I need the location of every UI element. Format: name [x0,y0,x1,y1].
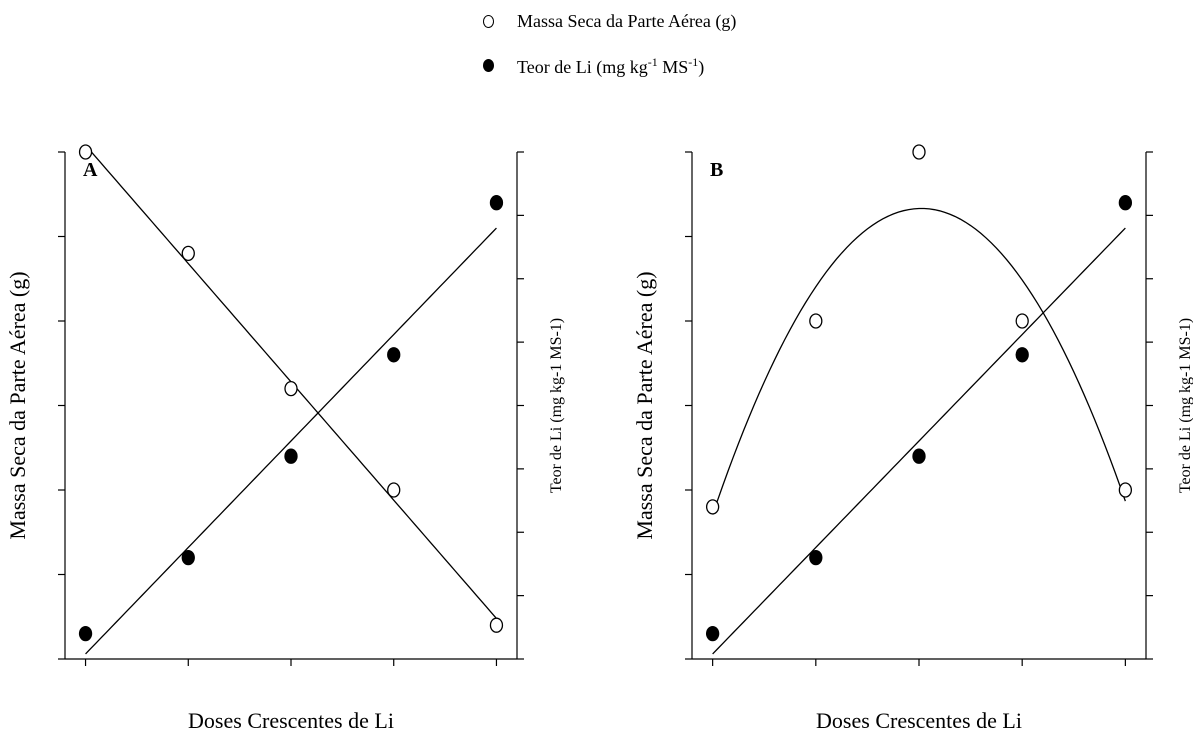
teor-li-data-point [705,626,720,642]
x-axis-label: Doses Crescentes de Li [188,708,394,732]
panel-label: B [710,159,723,181]
teor-li-data-point [489,195,504,211]
massa-seca-data-point [1015,313,1029,329]
legend: Massa Seca da Parte Aérea (g) Teor de Li… [0,0,1193,100]
massa-seca-data-point [284,380,298,397]
massa-seca-data-point [387,482,401,498]
teor-li-data-point [1118,195,1133,211]
right-axis-label: Teor de Li (mg kg-1 MS-1) [1177,318,1193,493]
teor-li-data-point [387,347,401,363]
right-axis-label: Teor de Li (mg kg-1 MS-1) [548,318,565,493]
teor-li-data-point [809,549,823,566]
massa-seca-fit-line [712,207,1126,515]
teor-li-data-point [78,626,93,642]
massa-seca-data-point [78,144,93,160]
panel-label: A [83,159,98,181]
x-axis-label: Doses Crescentes de Li [816,708,1022,732]
massa-seca-data-point [912,144,926,160]
legend-label-massa-seca: Massa Seca da Parte Aérea (g) [517,11,737,31]
open-circle-marker-icon [483,15,494,28]
filled-circle-marker-icon [483,59,494,72]
left-axis-label: Massa Seca da Parte Aérea (g) [632,271,657,539]
panel-a: A Doses Crescentes de Li Massa Seca da Par… [5,144,565,732]
left-axis-label: Massa Seca da Parte Aérea (g) [5,271,30,539]
teor-li-data-point [284,448,298,464]
teor-li-fit-line [712,227,1126,655]
legend-label-teor-li: Teor de Li (mg kg-1 MS-1) [517,55,705,77]
massa-seca-data-point [809,313,823,329]
teor-li-data-point [912,448,926,464]
massa-seca-data-point [705,499,720,515]
teor-li-data-point [181,549,195,566]
teor-li-fit-line [85,227,497,655]
massa-seca-data-point [1118,482,1133,498]
teor-li-data-point [1015,347,1029,363]
panel-b: B Doses Crescentes de Li Massa Seca da Par… [632,144,1193,732]
massa-seca-data-point [181,245,195,262]
massa-seca-data-point [489,617,504,633]
